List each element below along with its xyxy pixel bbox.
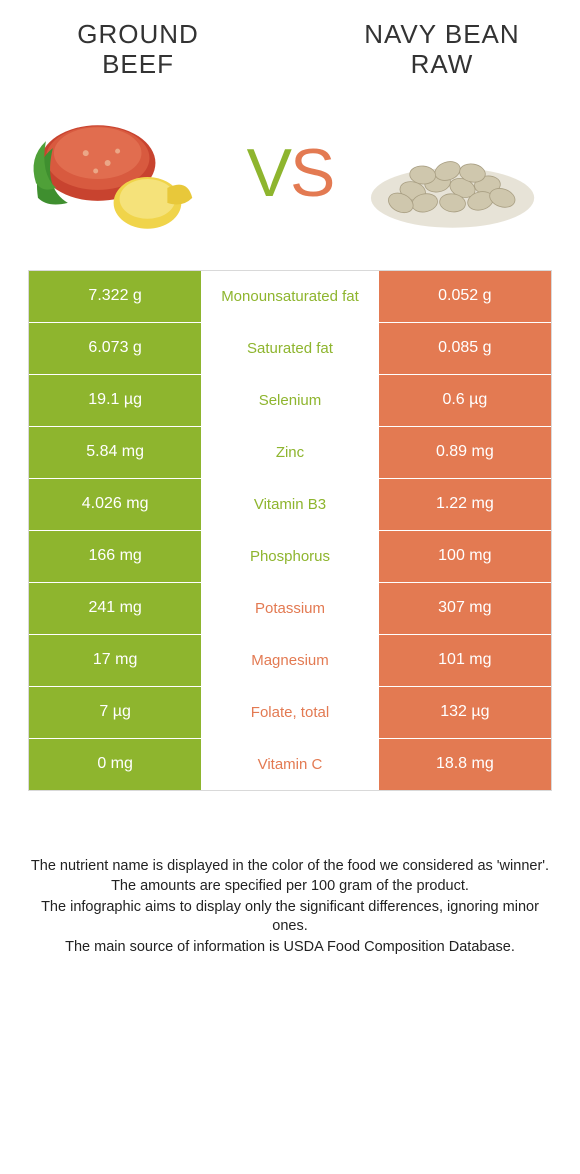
comparison-table: 7.322 gMonounsaturated fat0.052 g6.073 g… (28, 270, 552, 791)
nutrient-label: Monounsaturated fat (201, 271, 378, 322)
footnote-line: The infographic aims to display only the… (28, 898, 552, 937)
nutrient-label: Phosphorus (201, 531, 378, 582)
title-left-line1: GROUND (77, 19, 199, 49)
table-row: 7 µgFolate, total132 µg (29, 687, 551, 739)
value-right: 18.8 mg (379, 739, 551, 790)
table-row: 241 mgPotassium307 mg (29, 583, 551, 635)
food-title-right: NAVY BEAN RAW (332, 20, 552, 80)
value-left: 17 mg (29, 635, 201, 686)
table-row: 7.322 gMonounsaturated fat0.052 g (29, 271, 551, 323)
nutrient-label: Vitamin B3 (201, 479, 378, 530)
value-right: 0.052 g (379, 271, 551, 322)
footnotes: The nutrient name is displayed in the co… (28, 857, 552, 958)
table-row: 17 mgMagnesium101 mg (29, 635, 551, 687)
value-left: 4.026 mg (29, 479, 201, 530)
value-left: 6.073 g (29, 323, 201, 374)
nutrient-label: Zinc (201, 427, 378, 478)
vs-v: V (247, 139, 290, 207)
nutrient-label: Vitamin C (201, 739, 378, 790)
nutrient-label: Selenium (201, 375, 378, 426)
food-title-left: GROUND BEEF (28, 20, 248, 80)
nutrient-label: Folate, total (201, 687, 378, 738)
value-left: 5.84 mg (29, 427, 201, 478)
ground-beef-image (28, 103, 227, 243)
value-right: 307 mg (379, 583, 551, 634)
nutrient-label: Magnesium (201, 635, 378, 686)
value-right: 0.6 µg (379, 375, 551, 426)
value-right: 101 mg (379, 635, 551, 686)
table-row: 19.1 µgSelenium0.6 µg (29, 375, 551, 427)
footnote-line: The amounts are specified per 100 gram o… (28, 877, 552, 897)
title-right-line1: NAVY BEAN (364, 19, 519, 49)
title-right-line2: RAW (411, 49, 474, 79)
value-left: 241 mg (29, 583, 201, 634)
image-row: VS (28, 98, 552, 248)
table-row: 0 mgVitamin C18.8 mg (29, 739, 551, 791)
footnote-line: The nutrient name is displayed in the co… (28, 857, 552, 877)
table-row: 4.026 mgVitamin B31.22 mg (29, 479, 551, 531)
table-row: 5.84 mgZinc0.89 mg (29, 427, 551, 479)
value-right: 0.89 mg (379, 427, 551, 478)
footnote-line: The main source of information is USDA F… (28, 938, 552, 958)
ground-beef-icon (28, 103, 227, 243)
value-right: 0.085 g (379, 323, 551, 374)
value-left: 7 µg (29, 687, 201, 738)
vs-label: VS (247, 139, 334, 207)
nutrient-label: Potassium (201, 583, 378, 634)
table-row: 166 mgPhosphorus100 mg (29, 531, 551, 583)
value-right: 132 µg (379, 687, 551, 738)
title-left-line2: BEEF (102, 49, 174, 79)
value-left: 0 mg (29, 739, 201, 790)
navy-bean-image (353, 103, 552, 243)
navy-bean-icon (353, 103, 552, 243)
value-left: 19.1 µg (29, 375, 201, 426)
value-right: 1.22 mg (379, 479, 551, 530)
value-left: 166 mg (29, 531, 201, 582)
vs-s: S (290, 139, 333, 207)
table-row: 6.073 gSaturated fat0.085 g (29, 323, 551, 375)
value-right: 100 mg (379, 531, 551, 582)
value-left: 7.322 g (29, 271, 201, 322)
nutrient-label: Saturated fat (201, 323, 378, 374)
header-row: GROUND BEEF NAVY BEAN RAW (28, 20, 552, 80)
